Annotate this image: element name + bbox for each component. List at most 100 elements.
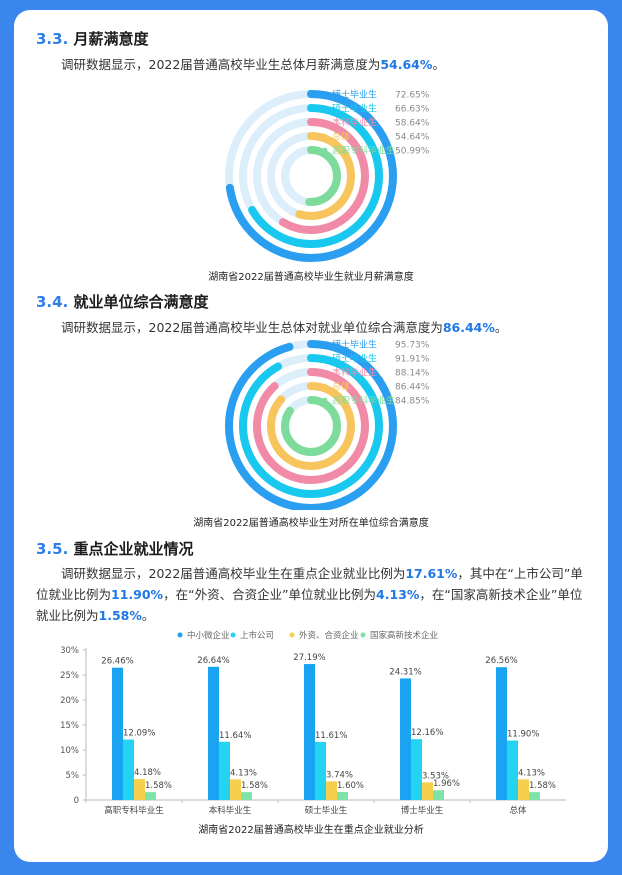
- radial-bar: [239, 354, 383, 498]
- bar-value-label: 12.09%: [123, 729, 155, 739]
- chart-caption-3-3: 湖南省2022届普通高校毕业生就业月薪满意度: [208, 272, 414, 283]
- legend-value: 84.85%: [395, 397, 430, 407]
- bar-value-label: 1.58%: [241, 781, 268, 791]
- x-tick-label: 硕士毕业生: [305, 805, 348, 816]
- bar-value-label: 26.64%: [197, 656, 229, 666]
- paragraph-text: 。: [432, 57, 445, 72]
- radial-bar: [267, 382, 355, 470]
- highlight-value: 86.44%: [442, 320, 495, 335]
- y-tick-label: 30%: [60, 646, 79, 656]
- radial-bar: [253, 118, 369, 234]
- legend-label: 硕士毕业生: [332, 103, 377, 115]
- bar: [337, 792, 348, 800]
- y-tick-label: 5%: [66, 771, 80, 781]
- bar: [145, 792, 156, 800]
- radial-bar: [225, 340, 397, 510]
- bar-value-label: 3.53%: [422, 771, 449, 781]
- monthly-salary-satisfaction-chart: 博士毕业生 72.65% 硕士毕业生 66.63% 本科毕业生 58.64% 总体 54.64…: [225, 89, 430, 262]
- legend-dot: [322, 369, 328, 375]
- paragraph-text: ，在“外资、合资企业”单位就业比例为: [163, 587, 377, 602]
- x-tick-label: 总体: [509, 805, 527, 816]
- legend-dot: [322, 397, 328, 403]
- x-tick-label: 高职专科毕业生: [104, 805, 164, 816]
- bar: [123, 739, 134, 800]
- employer-satisfaction-chart: 博士毕业生 95.73% 硕士毕业生 91.91% 本科毕业生 88.14% 总体 86.44…: [225, 339, 430, 510]
- y-tick-label: 0: [74, 796, 79, 806]
- bar-value-label: 4.13%: [230, 768, 257, 778]
- highlight-value: 1.58%: [98, 608, 142, 623]
- legend-label: 总体: [332, 131, 350, 143]
- section-heading-3-3: 3.3. 月薪满意度: [36, 28, 149, 49]
- legend-value: 91.91%: [395, 355, 430, 365]
- y-tick-label: 10%: [60, 746, 79, 756]
- legend-value: 50.99%: [395, 147, 430, 157]
- legend-dot: [322, 91, 328, 97]
- legend-label: 博士毕业生: [332, 89, 377, 101]
- bar: [326, 781, 337, 800]
- bar: [518, 779, 529, 800]
- paragraph-text: 调研数据显示，2022届普通高校毕业生在重点企业就业比例为: [61, 566, 406, 581]
- bar-value-label: 1.58%: [529, 781, 556, 791]
- highlight-value: 11.90%: [111, 587, 164, 602]
- bar: [219, 741, 230, 800]
- paragraph-text: 。: [494, 320, 508, 335]
- section-title: 就业单位综合满意度: [73, 293, 209, 311]
- legend-dot: [289, 632, 295, 638]
- legend-label: 博士毕业生: [332, 339, 377, 351]
- section-title: 重点企业就业情况: [73, 540, 194, 558]
- legend-value: 88.14%: [395, 369, 430, 379]
- legend-label: 总体: [332, 381, 350, 393]
- legend-label: 本科毕业生: [332, 367, 377, 379]
- legend-dot: [322, 147, 328, 153]
- paragraph-text: 调研数据显示，2022届普通高校毕业生总体对就业单位综合满意度为: [61, 320, 443, 335]
- bar-value-label: 1.96%: [433, 779, 460, 789]
- radial-bar: [267, 132, 355, 220]
- bar: [134, 779, 145, 800]
- legend-label: 外资、合资企业: [299, 630, 359, 641]
- section-heading-3-4: 3.4. 就业单位综合满意度: [36, 291, 209, 312]
- legend-label: 高职专科毕业生: [332, 145, 395, 157]
- bar: [433, 790, 444, 800]
- section-title: 月薪满意度: [73, 30, 149, 48]
- paragraph-text: 。: [141, 608, 155, 623]
- legend-value: 54.64%: [395, 133, 430, 143]
- bar-value-label: 12.16%: [411, 728, 443, 738]
- paragraph-text: 调研数据显示，2022届普通高校毕业生总体月薪满意度为: [61, 57, 381, 72]
- legend-label: 上市公司: [240, 630, 274, 641]
- chart-caption-3-5: 湖南省2022届普通高校毕业生在重点企业就业分析: [198, 825, 424, 836]
- key-enterprise-bar-chart: 中小微企业 上市公司 外资、合资企业 国家高新技术企业 0 5% 10% 15% 20% 25% 3…: [60, 630, 566, 816]
- radial-bar: [239, 104, 383, 248]
- paragraph-3-3: 调研数据显示，2022届普通高校毕业生总体月薪满意度为54.64%。: [36, 54, 588, 75]
- chart-caption-3-4: 湖南省2022届普通高校毕业生对所在单位综合满意度: [193, 518, 429, 529]
- paragraph-text: ，其中在“上市公司”单位就业比例为: [36, 566, 583, 602]
- bar-value-label: 26.56%: [485, 656, 517, 666]
- paragraph-3-5: 调研数据显示，2022届普通高校毕业生在重点企业就业比例为17.61%，其中在“…: [36, 563, 588, 626]
- bar: [400, 678, 411, 800]
- highlight-value: 17.61%: [405, 566, 458, 581]
- legend-label: 本科毕业生: [332, 117, 377, 129]
- legend-dot: [322, 383, 328, 389]
- bar-value-label: 4.18%: [134, 768, 161, 778]
- legend-dot: [360, 632, 366, 638]
- section-number: 3.5.: [36, 540, 69, 558]
- bar: [422, 782, 433, 800]
- y-tick-label: 15%: [60, 721, 79, 731]
- section-number: 3.4.: [36, 293, 69, 311]
- bar: [411, 739, 422, 800]
- legend-label: 中小微企业: [187, 630, 230, 641]
- legend-label: 高职专科毕业生: [332, 395, 395, 407]
- legend-dot: [322, 341, 328, 347]
- bar-value-label: 27.19%: [293, 653, 325, 663]
- bar: [304, 664, 315, 800]
- bar: [230, 779, 241, 800]
- bar-value-label: 11.61%: [315, 731, 347, 741]
- highlight-value: 54.64%: [380, 57, 433, 72]
- bar-value-label: 1.58%: [145, 781, 172, 791]
- bar-value-label: 11.64%: [219, 731, 251, 741]
- bar-value-label: 3.74%: [326, 770, 353, 780]
- radial-bar: [225, 90, 397, 262]
- bar-value-label: 24.31%: [389, 667, 421, 677]
- section-heading-3-5: 3.5. 重点企业就业情况: [36, 538, 194, 559]
- bar: [507, 740, 518, 800]
- bar-value-label: 1.60%: [337, 781, 364, 791]
